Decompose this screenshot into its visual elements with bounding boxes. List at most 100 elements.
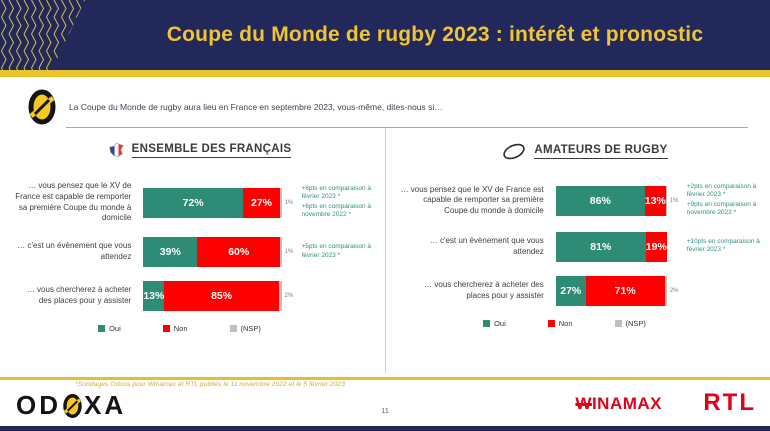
bar-segment-nsp	[665, 185, 667, 216]
bar-segment-non: 60%	[197, 237, 281, 268]
panel-header: ENSEMBLE DES FRANÇAIS	[14, 142, 385, 159]
bar-row: … vous pensez que le XV de France est ca…	[399, 183, 770, 219]
legend-item-non: Non	[162, 324, 188, 334]
comparison-annotation: +2pts en comparaison à février 2023 *	[686, 183, 757, 199]
legend-item-oui: Oui	[483, 319, 506, 328]
legend-swatch	[547, 319, 555, 327]
comparison-annotations: +2pts en comparaison à février 2023 * +9p…	[687, 183, 770, 219]
legend-label: (NSP)	[240, 324, 261, 334]
odoxa-logo-text-suffix: XA	[84, 390, 127, 420]
legend-label: Non	[558, 318, 573, 328]
rtl-logo: RTL	[703, 389, 756, 416]
nsp-percent-label: 2%	[669, 287, 679, 294]
comparison-annotation: +5pts en comparaison à février 2023 *	[301, 243, 372, 259]
header: Coupe du Monde de rugby 2023 : intérêt e…	[0, 0, 770, 70]
legend-label: Oui	[494, 318, 506, 328]
nsp-percent-label: 1%	[284, 249, 294, 256]
panel-ensemble-des-francais: ENSEMBLE DES FRANÇAIS … vous pensez que …	[0, 128, 385, 373]
bar-segment-oui: 72%	[143, 187, 243, 218]
bar-row: … c'est un évènement que vous attendez 81…	[399, 231, 770, 263]
panel-amateurs-de-rugby: AMATEURS DE RUGBY … vous pensez que le X…	[385, 128, 770, 373]
bar-segment-nsp	[278, 281, 282, 312]
source-footnote: *Sondages Odoxa pour Winamax et RTL publ…	[75, 381, 345, 388]
bar-segment-oui: 13%	[143, 281, 165, 312]
bar-segment-nsp	[280, 187, 282, 218]
bar-chart-ensemble: … vous pensez que le XV de France est ca…	[14, 181, 385, 312]
legend-label: Non	[173, 324, 188, 334]
comparison-annotations: +5pts en comparaison à février 2023 *	[301, 243, 385, 261]
legend-swatch	[98, 325, 106, 333]
legend: Oui Non (NSP)	[14, 324, 345, 333]
bar-segment-oui: 81%	[555, 231, 646, 262]
bar-row: … vous pensez que le XV de France est ca…	[14, 181, 385, 224]
bar-segment-oui: 27%	[555, 275, 586, 306]
bar-segment-nsp	[280, 237, 282, 268]
category-label: … vous pensez que le XV de France est ca…	[400, 184, 544, 216]
stacked-bar: 27% 71%	[555, 275, 667, 306]
gold-divider	[0, 70, 770, 77]
bar-row: … vous chercherez à acheter des places p…	[399, 275, 770, 307]
bar-row: … vous chercherez à acheter des places p…	[14, 280, 385, 312]
bar-segment-non: 27%	[242, 187, 281, 218]
bar-chart-amateurs: … vous pensez que le XV de France est ca…	[399, 183, 770, 307]
legend-item-oui: Oui	[98, 324, 121, 333]
nsp-percent-label: 1%	[669, 197, 679, 204]
stacked-bar: 13% 85%	[143, 281, 282, 312]
odoxa-ball-icon	[28, 89, 56, 125]
legend: Oui Non (NSP)	[399, 319, 730, 328]
category-label: … c'est un évènement que vous attendez	[429, 235, 544, 256]
legend-swatch	[229, 325, 237, 333]
bar-segment-non: 13%	[644, 185, 666, 216]
panel-divider	[385, 128, 386, 373]
comparison-annotation: +10pts en comparaison à février 2023 *	[686, 237, 760, 254]
comparison-annotation: +9pts en comparaison à novembre 2022 *	[686, 200, 757, 217]
legend-swatch	[162, 325, 170, 333]
rugby-ball-icon	[503, 143, 526, 160]
panel-title: ENSEMBLE DES FRANÇAIS	[131, 143, 292, 158]
comparison-annotations: +8pts en comparaison à février 2023 * +6p…	[301, 185, 385, 221]
category-label: … vous chercherez à acheter des places p…	[424, 279, 544, 300]
page-number: 11	[381, 406, 389, 415]
bar-segment-oui: 86%	[555, 185, 645, 216]
footer-gold-line	[0, 377, 770, 380]
winamax-logo-w: W	[575, 394, 592, 413]
comparison-annotations: +10pts en comparaison à février 2023 *	[687, 238, 770, 256]
stacked-bar: 81% 19%	[555, 231, 667, 262]
odoxa-logo-text-prefix: OD	[16, 390, 61, 420]
stacked-bar: 72% 27%	[143, 187, 282, 218]
question-text: La Coupe du Monde de rugby aura lieu en …	[69, 102, 443, 112]
legend-item-nsp: (NSP)	[614, 318, 646, 328]
category-label: … vous chercherez à acheter des places p…	[26, 285, 132, 306]
question-block: La Coupe du Monde de rugby aura lieu en …	[27, 88, 443, 126]
france-map-icon	[109, 142, 124, 157]
nsp-percent-label: 2%	[284, 293, 294, 300]
comparison-annotation: +6pts en comparaison à novembre 2022 *	[301, 202, 372, 219]
comparison-annotation: +8pts en comparaison à février 2023 *	[301, 184, 372, 201]
bar-row: … c'est un évènement que vous attendez 39…	[14, 236, 385, 268]
stacked-bar: 86% 13%	[555, 185, 667, 216]
stacked-bar: 39% 60%	[143, 237, 282, 268]
legend-swatch	[614, 319, 622, 327]
legend-label: Oui	[109, 324, 121, 334]
legend-item-nsp: (NSP)	[229, 324, 261, 334]
horizontal-divider	[66, 127, 748, 128]
odoxa-ball-icon	[63, 393, 82, 418]
category-label: … c'est un évènement que vous attendez	[17, 241, 132, 262]
panel-header: AMATEURS DE RUGBY	[399, 142, 770, 161]
bottom-navy-strip	[0, 426, 770, 431]
bar-segment-non: 19%	[645, 231, 667, 262]
bar-segment-non: 71%	[585, 275, 665, 306]
bar-segment-nsp	[664, 275, 667, 306]
legend-item-non: Non	[547, 318, 573, 328]
legend-swatch	[483, 319, 491, 327]
slide-title: Coupe du Monde de rugby 2023 : intérêt e…	[166, 23, 704, 46]
category-label: … vous pensez que le XV de France est ca…	[15, 181, 132, 223]
nsp-percent-label: 1%	[284, 199, 294, 206]
bar-segment-oui: 39%	[143, 237, 198, 268]
legend-label: (NSP)	[625, 318, 646, 328]
bar-segment-non: 85%	[164, 281, 279, 312]
winamax-logo: WINAMAX	[575, 394, 662, 413]
panel-title: AMATEURS DE RUGBY	[534, 144, 668, 159]
odoxa-logo: OD XA	[16, 390, 126, 421]
